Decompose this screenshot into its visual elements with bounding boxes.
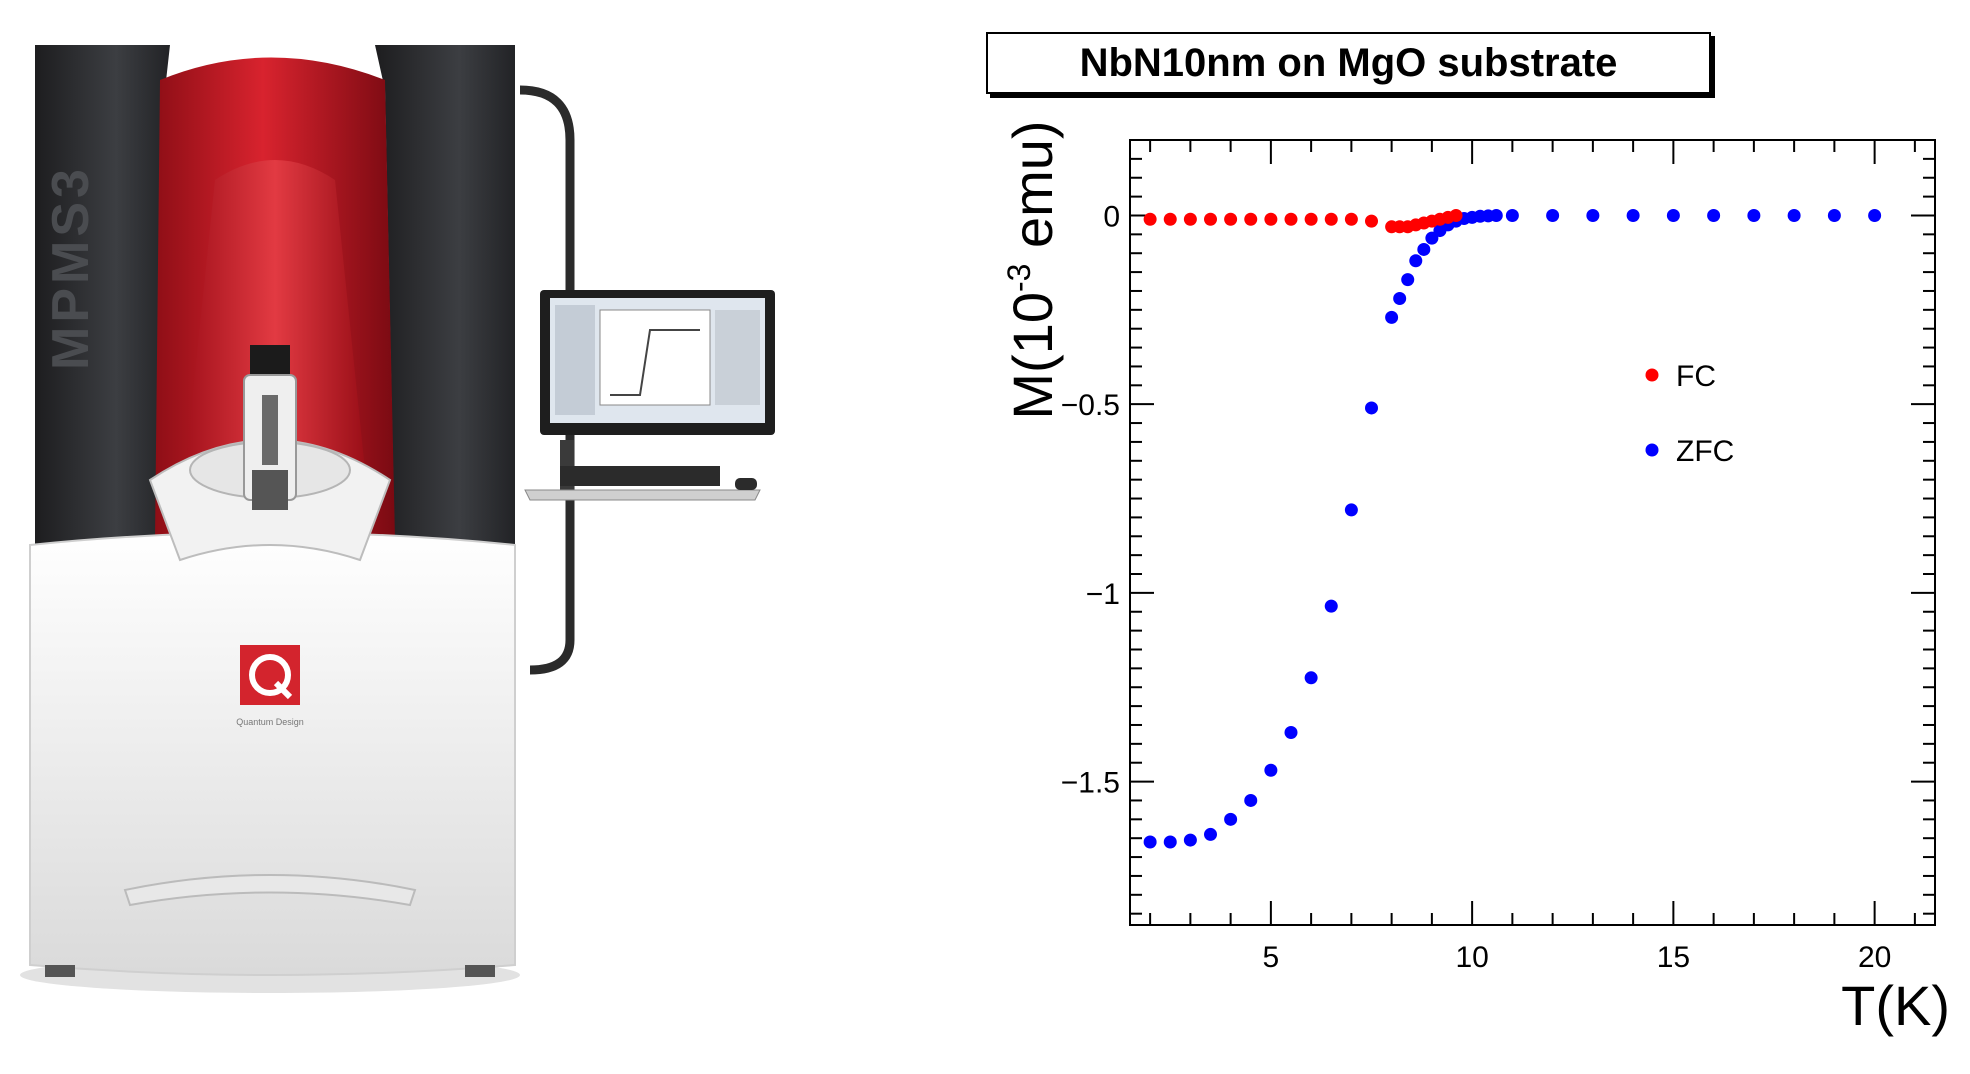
plot-frame	[1129, 139, 1936, 926]
y-tick-label: −1	[1086, 578, 1120, 611]
legend-label-fc: FC	[1676, 360, 1716, 393]
x-axis-label: T(K)	[1841, 974, 1950, 1037]
data-point-zfc	[1707, 208, 1721, 222]
data-point-zfc	[1586, 208, 1600, 222]
data-point-zfc	[1666, 208, 1680, 222]
data-point-zfc	[1244, 793, 1258, 807]
svg-text:MPMS3: MPMS3	[42, 165, 100, 370]
chart-title: NbN10nm on MgO substrate	[986, 32, 1711, 94]
data-point-fc	[1183, 212, 1197, 226]
data-point-zfc	[1827, 208, 1841, 222]
data-point-zfc	[1284, 726, 1298, 740]
data-point-zfc	[1747, 208, 1761, 222]
data-point-zfc	[1417, 242, 1431, 256]
data-point-zfc	[1787, 208, 1801, 222]
x-tick-label: 5	[1263, 941, 1280, 974]
data-point-fc	[1204, 212, 1217, 226]
data-point-fc	[1344, 212, 1358, 226]
data-point-zfc	[1163, 835, 1177, 849]
right-dark-panel	[375, 45, 515, 560]
instrument-image: MPMS3 Quantum Design	[0, 0, 900, 1069]
data-point-fc	[1163, 212, 1177, 226]
data-point-fc	[1264, 212, 1278, 226]
white-body	[29, 531, 516, 976]
x-tick-label: 10	[1455, 941, 1488, 974]
y-tick-label: 0	[1103, 200, 1120, 233]
data-point-zfc	[1505, 208, 1519, 222]
data-point-zfc	[1546, 208, 1560, 222]
data-point-zfc	[1868, 208, 1882, 222]
magnetization-chart: 5 10 15 20 0 −0.5 −1 −1.5 FC ZFC T(K) M(10-3 em…	[1001, 120, 1950, 1037]
y-axis-label-prefix: M(10	[1001, 292, 1064, 420]
data-point-zfc	[1626, 208, 1640, 222]
data-point-zfc	[1304, 671, 1318, 685]
data-point-zfc	[1344, 503, 1358, 517]
data-point-zfc	[1183, 833, 1197, 847]
data-point-zfc	[1409, 254, 1423, 268]
data-point-fc	[1224, 212, 1238, 226]
svg-text:Quantum Design: Quantum Design	[236, 717, 304, 727]
data-point-zfc	[1224, 812, 1238, 826]
data-point-fc	[1244, 212, 1258, 226]
data-point-zfc	[1393, 292, 1407, 306]
data-point-fc	[1449, 208, 1463, 222]
y-axis-label-exponent: -3	[1001, 264, 1037, 292]
data-point-fc	[1324, 212, 1338, 226]
data-point-fc	[1365, 214, 1378, 228]
data-points	[1143, 208, 1882, 849]
data-point-zfc	[1385, 310, 1399, 324]
data-point-zfc	[1401, 273, 1415, 287]
data-point-zfc	[1143, 835, 1157, 849]
data-point-zfc	[1264, 763, 1278, 777]
y-axis-label: M(10-3 emu)	[1001, 120, 1064, 419]
x-axis: 5 10 15 20	[1149, 140, 1916, 974]
y-tick-label: −1.5	[1061, 767, 1120, 800]
chart-panel: 5 10 15 20 0 −0.5 −1 −1.5 FC ZFC T(K) M(10-3 em…	[900, 0, 1970, 1069]
y-axis: 0 −0.5 −1 −1.5	[1061, 157, 1935, 915]
red-cone	[185, 160, 365, 470]
left-dark-panel	[35, 45, 170, 560]
data-point-fc	[1304, 212, 1318, 226]
legend-marker-zfc	[1645, 443, 1659, 457]
data-point-fc	[1143, 212, 1157, 226]
data-point-fc	[1284, 212, 1298, 226]
legend-label-zfc: ZFC	[1676, 435, 1734, 468]
legend: FC ZFC	[1645, 360, 1734, 468]
y-axis-label-suffix: emu)	[1001, 120, 1064, 263]
data-point-zfc	[1204, 827, 1217, 841]
x-tick-label: 15	[1657, 941, 1690, 974]
data-point-zfc	[1489, 208, 1503, 222]
data-point-zfc	[1365, 401, 1378, 415]
data-point-zfc	[1324, 599, 1338, 613]
y-tick-label: −0.5	[1061, 389, 1120, 422]
legend-marker-fc	[1645, 368, 1659, 382]
x-tick-label: 20	[1858, 941, 1891, 974]
